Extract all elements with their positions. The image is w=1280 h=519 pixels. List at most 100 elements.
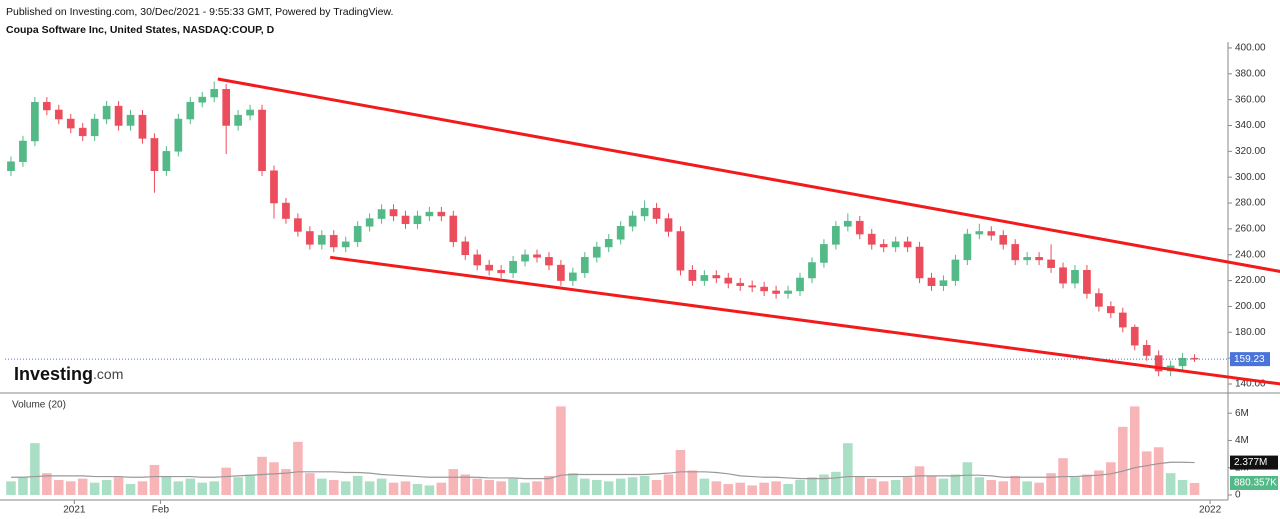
volume-bar bbox=[233, 477, 243, 495]
candle-body bbox=[19, 140, 27, 162]
volume-bar bbox=[723, 484, 734, 495]
volume-bar bbox=[520, 482, 530, 495]
y-tick-label: 200.00 bbox=[1235, 301, 1266, 312]
candle-body bbox=[1178, 357, 1187, 367]
candle-body bbox=[700, 275, 709, 281]
volume-bar bbox=[388, 482, 399, 495]
candle-body bbox=[1011, 244, 1020, 261]
volume-bar bbox=[317, 478, 327, 495]
volume-bar bbox=[77, 478, 88, 495]
volume-bar bbox=[400, 481, 411, 495]
candle-body bbox=[389, 209, 398, 217]
candle-body bbox=[1142, 344, 1151, 356]
volume-bar bbox=[376, 478, 387, 495]
candle-body bbox=[1071, 269, 1079, 284]
y-tick-label: 260.00 bbox=[1235, 224, 1266, 235]
volume-last-box bbox=[1230, 475, 1278, 490]
volume-bar bbox=[54, 479, 64, 495]
x-tick-label: Feb bbox=[152, 505, 170, 516]
volume-bar bbox=[795, 479, 805, 495]
volume-bar bbox=[687, 470, 698, 495]
candle-body bbox=[234, 114, 242, 126]
candle-body bbox=[282, 202, 290, 219]
volume-bar bbox=[197, 482, 208, 495]
candle-body bbox=[676, 231, 685, 271]
logo: Investing.com bbox=[14, 364, 123, 384]
candle-body bbox=[557, 264, 565, 281]
volume-bar bbox=[412, 484, 423, 495]
volume-bar bbox=[819, 474, 829, 495]
candle-body bbox=[592, 246, 601, 258]
logo-suffix: .com bbox=[93, 366, 123, 382]
volume-bar bbox=[1070, 477, 1080, 495]
volume-bar bbox=[902, 477, 913, 495]
volume-bar bbox=[484, 479, 494, 495]
candle-body bbox=[162, 151, 171, 171]
candle-body bbox=[1118, 312, 1127, 328]
candle-body bbox=[843, 220, 852, 227]
volume-bar bbox=[340, 481, 351, 495]
volume-bar bbox=[675, 449, 686, 495]
published-note: Published on Investing.com, 30/Dec/2021 … bbox=[6, 6, 393, 18]
candle-body bbox=[306, 231, 314, 245]
candle-body bbox=[102, 105, 111, 120]
candle-body bbox=[1095, 293, 1103, 307]
volume-bar bbox=[293, 441, 303, 495]
volume-bar bbox=[866, 478, 877, 495]
volume-bar bbox=[1082, 474, 1092, 495]
y-tick-label: 180.00 bbox=[1235, 327, 1266, 338]
candle-body bbox=[485, 264, 494, 271]
candle-body bbox=[114, 105, 123, 126]
candle-body bbox=[712, 275, 721, 279]
candle-body bbox=[832, 226, 840, 245]
candle-body bbox=[210, 89, 219, 98]
volume-bar bbox=[843, 443, 853, 495]
y-tick-label: 140.00 bbox=[1235, 379, 1266, 390]
volume-bar bbox=[950, 474, 961, 495]
candle-body bbox=[628, 215, 637, 227]
candle-body bbox=[78, 127, 87, 137]
candle-body bbox=[150, 138, 159, 171]
x-tick-label: 2021 bbox=[63, 505, 86, 516]
candle-body bbox=[1059, 267, 1067, 284]
candle-body bbox=[138, 114, 147, 139]
y-tick-label: 320.00 bbox=[1235, 146, 1266, 157]
volume-bar bbox=[424, 485, 435, 495]
candle-body bbox=[808, 262, 816, 279]
volume-bar bbox=[615, 478, 626, 495]
y-tick-label: 4M bbox=[1235, 435, 1249, 446]
candle-body bbox=[126, 114, 135, 126]
candle-body bbox=[66, 118, 75, 129]
candle-body bbox=[903, 241, 912, 248]
candle-body bbox=[90, 118, 99, 137]
last-price-box bbox=[1230, 352, 1270, 367]
volume-bar bbox=[639, 475, 650, 495]
candle-body bbox=[317, 235, 326, 245]
volume-bar bbox=[651, 479, 662, 495]
candle-body bbox=[867, 233, 876, 245]
volume-bar bbox=[269, 462, 279, 495]
volume-bar bbox=[711, 481, 722, 495]
volume-bar bbox=[998, 481, 1009, 495]
volume-bar bbox=[974, 477, 985, 495]
volume-bar bbox=[962, 462, 973, 495]
volume-bar bbox=[1118, 426, 1128, 495]
volume-bar bbox=[185, 478, 196, 495]
volume-bar bbox=[125, 484, 136, 495]
candle-body bbox=[772, 290, 780, 294]
logo-name: Investing bbox=[14, 364, 93, 384]
volume-bar bbox=[855, 475, 865, 495]
candle-body bbox=[1083, 269, 1091, 294]
candle-body bbox=[999, 235, 1008, 245]
candle-body bbox=[784, 290, 792, 294]
candle-body bbox=[604, 238, 613, 248]
volume-bar bbox=[221, 467, 231, 495]
candle-body bbox=[664, 218, 673, 232]
volume-bar bbox=[436, 482, 447, 495]
volume-bar bbox=[556, 406, 566, 495]
candle-body bbox=[616, 226, 625, 240]
volume-bar bbox=[1153, 447, 1164, 495]
x-tick-label: 2022 bbox=[1199, 505, 1222, 516]
candle-body bbox=[736, 282, 745, 287]
volume-title: Volume (20) bbox=[12, 400, 66, 411]
